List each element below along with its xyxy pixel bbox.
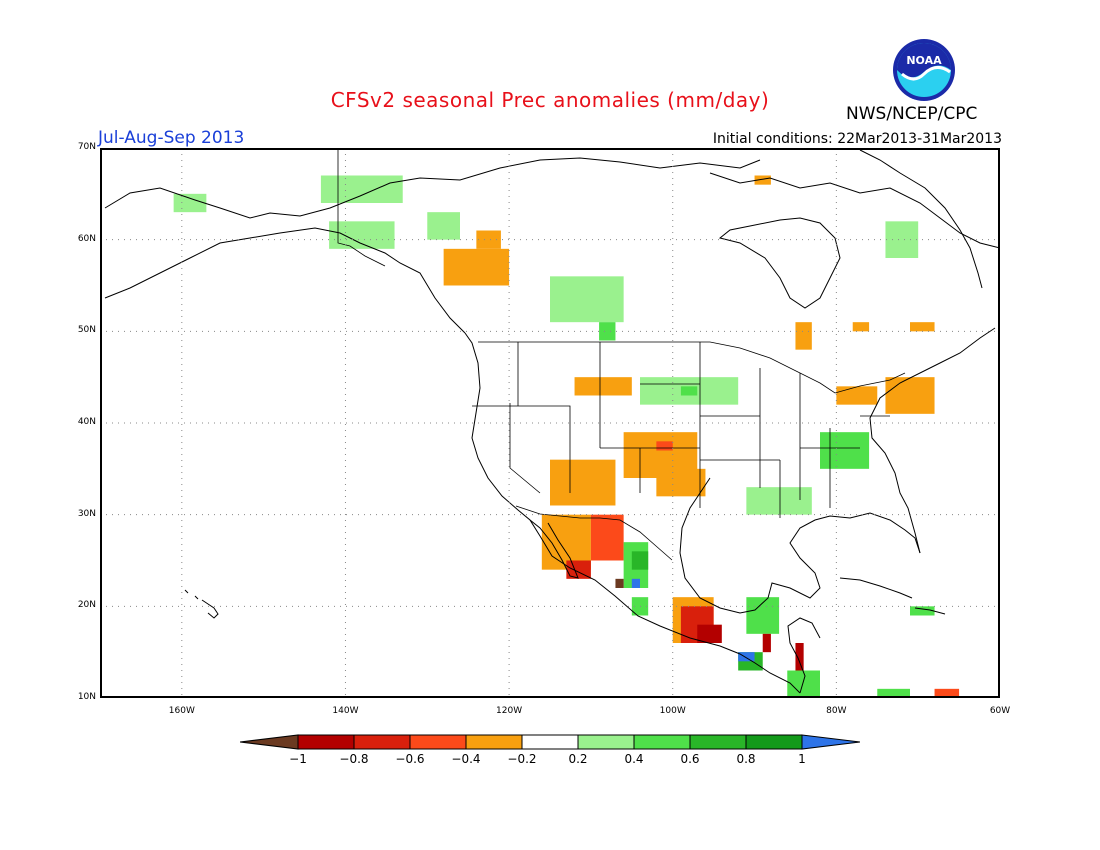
anomaly-patch-alaska-south-wet <box>329 221 395 249</box>
colorbar-level-label: 0.2 <box>568 752 587 766</box>
anomaly-patch-mid-atlantic-wet <box>820 432 870 469</box>
lat-tick-label: 30N <box>77 508 96 519</box>
lon-tick-label: 60W <box>989 706 1011 716</box>
anomaly-patch-ontario-dry <box>795 322 812 350</box>
lat-tick-label: 20N <box>77 600 96 611</box>
hawaii-islands <box>184 589 219 619</box>
forecast-period: Jul-Aug-Sep 2013 <box>98 128 245 148</box>
anomaly-patch-sinaloa-extreme-wet <box>631 578 640 588</box>
colorbar-level-label: −1 <box>289 752 307 766</box>
anomaly-patch-oaxaca-dry-core <box>697 624 722 643</box>
graticule <box>100 148 1000 698</box>
colorbar-right-arrow <box>801 734 860 750</box>
us-mexico-border <box>515 505 673 561</box>
anomaly-patch-alaska-west-wet <box>173 193 207 213</box>
alaska-canada-border <box>337 148 386 267</box>
lon-tick-label: 140W <box>332 706 359 716</box>
anomaly-patch-midwest-wet-core <box>680 386 698 396</box>
anomaly-patch-sinaloa-extreme-dry <box>615 578 624 588</box>
colorbar-level-label: −0.4 <box>451 752 480 766</box>
anomaly-patch-sonora-dry <box>590 514 624 561</box>
colorbar-level-label: 0.4 <box>624 752 643 766</box>
gulf-coastline <box>679 477 921 614</box>
baja-coastline <box>529 519 579 579</box>
central-america-coast <box>787 617 821 694</box>
colorbar-segment <box>689 734 747 750</box>
pacific-coastline <box>464 332 801 694</box>
anomaly-patch-southwest-dry <box>550 459 616 506</box>
arctic-islands <box>709 172 1000 249</box>
lon-tick-label: 120W <box>496 706 523 716</box>
anomaly-patch-panama-wet <box>787 670 820 698</box>
anomaly-patch-new-england-dry <box>885 377 935 414</box>
anomaly-patch-nw-canada-dry-core <box>476 230 501 249</box>
colorbar-segment <box>297 734 355 750</box>
colorbar-segment <box>745 734 803 750</box>
colorbar-segment <box>633 734 691 750</box>
anomaly-patch-honduras-dry <box>762 633 771 653</box>
colorbar-segment <box>409 734 467 750</box>
noaa-logo: NOAA <box>893 39 955 101</box>
anomaly-patch-alaska-north-wet <box>320 175 403 203</box>
lat-tick-label: 70N <box>77 142 96 152</box>
anomaly-patch-great-lakes-dry <box>836 386 878 405</box>
cuba <box>839 577 913 599</box>
anomaly-patch-central-canada-wet <box>550 276 624 323</box>
anomaly-patch-labrador-wet <box>885 221 919 258</box>
anomaly-patch-hudson-north-dry <box>754 175 771 185</box>
alaska-south-coast <box>104 227 466 334</box>
lon-tick-label: 80W <box>826 706 847 716</box>
colorbar-level-label: 0.8 <box>736 752 755 766</box>
anomaly-patch-guatemala-extreme-wet <box>738 652 755 662</box>
colorbar-left-arrow <box>240 734 299 750</box>
anomaly-patch-texas-dry <box>656 468 706 497</box>
map-frame <box>100 148 1000 698</box>
colorbar-segment <box>577 734 635 750</box>
political-boundaries <box>337 148 906 561</box>
lon-tick-label: 100W <box>659 706 686 716</box>
lon-tick-label: 160W <box>168 706 195 716</box>
agency-label: NWS/NCEP/CPC <box>846 104 978 124</box>
hudson-bay <box>718 217 841 309</box>
colorbar-segment <box>521 734 579 750</box>
anomaly-patch-venezuela-dry <box>934 688 960 698</box>
initial-conditions: Initial conditions: 22Mar2013-31Mar2013 <box>712 131 1002 147</box>
greenland-coast <box>859 149 983 289</box>
anomaly-patch-central-canada-wet-core <box>599 322 616 341</box>
alaska-coastline <box>104 157 761 219</box>
anomaly-patch-southeast-wet <box>746 487 812 515</box>
anomaly-patch-yukon-wet <box>427 212 460 240</box>
anomaly-patch-venezuela-wet <box>877 688 910 698</box>
us-state-lines <box>472 342 890 518</box>
anomaly-patch-caribbean-wet <box>910 606 935 616</box>
noaa-logo-text: NOAA <box>906 54 942 67</box>
anomaly-patch-quebec-dry <box>852 322 870 332</box>
anomaly-patch-colorado-dry-core <box>656 441 673 451</box>
coastlines <box>104 149 1000 694</box>
lat-tick-label: 10N <box>77 692 96 702</box>
atlantic-coastline <box>869 327 996 554</box>
anomaly-patch-nw-canada-dry <box>443 248 510 286</box>
colorbar-level-label: 1 <box>798 752 806 766</box>
anomaly-patch-sierra-madre-wet-core <box>631 551 649 570</box>
colorbar-level-label: 0.6 <box>680 752 699 766</box>
precip-anomaly-map <box>100 148 1000 698</box>
lat-tick-label: 50N <box>77 325 96 336</box>
colorbar-segment <box>465 734 523 750</box>
anomaly-patch-quebec-east-dry <box>910 322 935 332</box>
colorbar-segment <box>353 734 411 750</box>
anomaly-patch-baja-dry <box>541 514 591 570</box>
colorbar-level-label: −0.2 <box>507 752 536 766</box>
map-title: CFSv2 seasonal Prec anomalies (mm/day) <box>330 88 770 112</box>
anomaly-patch-northern-plains-dry <box>574 377 632 396</box>
colorbar-level-label: −0.6 <box>395 752 424 766</box>
lat-tick-label: 40N <box>77 417 96 427</box>
lat-tick-label: 60N <box>77 233 96 244</box>
colorbar-legend: −1 −0.8 −0.6 −0.4 −0.2 0.2 0.4 0.6 0.8 1 <box>240 734 860 766</box>
colorbar-level-label: −0.8 <box>339 752 368 766</box>
hispaniola <box>914 607 946 615</box>
